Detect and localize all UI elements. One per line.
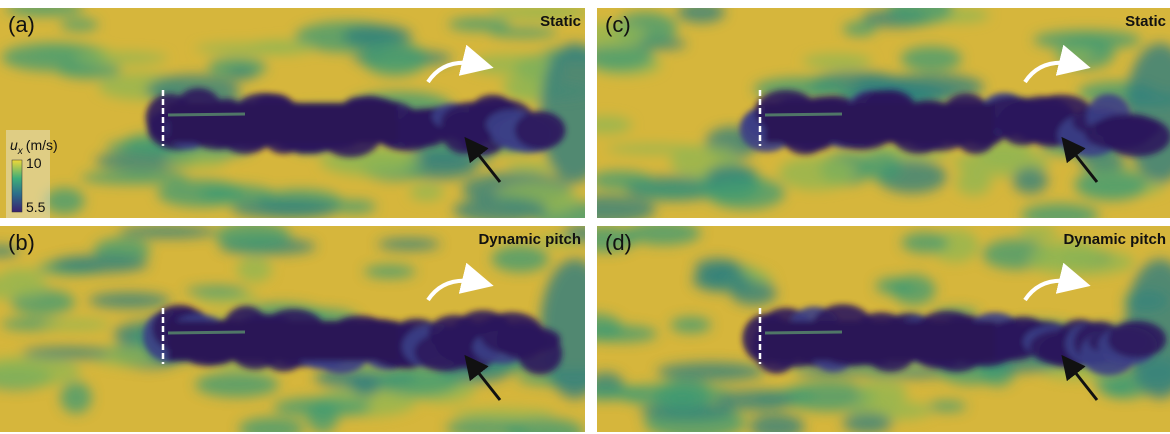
flow-patch <box>677 2 725 23</box>
flow-patch <box>364 265 416 278</box>
flow-patch <box>803 54 873 69</box>
panel-title: Dynamic pitch <box>1063 231 1166 248</box>
wake-core <box>765 103 995 143</box>
flow-patch <box>44 188 84 215</box>
wake-streak <box>168 114 245 115</box>
wake-streak <box>765 114 842 115</box>
colorbar-subscript: x <box>17 146 24 157</box>
flow-patch <box>657 362 765 381</box>
panel-label: (d) <box>605 230 632 255</box>
wake-patch <box>1108 321 1166 358</box>
colorbar-scale <box>12 160 22 212</box>
flow-patch <box>231 200 339 219</box>
flow-patch <box>377 238 440 250</box>
flow-patch <box>362 42 429 76</box>
flow-patch <box>60 19 99 31</box>
wake-core <box>765 321 995 361</box>
flow-patch <box>1021 203 1100 227</box>
flow-patch <box>716 390 793 411</box>
wake-streak <box>765 332 842 333</box>
flow-patch <box>227 69 257 79</box>
colorbar: ux(m/s) 10 5.5 <box>6 130 58 218</box>
flow-patch <box>164 153 228 168</box>
flow-patch <box>778 157 854 191</box>
colorbar-symbol: u <box>10 137 18 153</box>
flow-patch <box>81 171 189 185</box>
flow-panel: (a) Static <box>0 1 623 233</box>
flow-patch <box>1013 167 1049 194</box>
flow-patch <box>1033 30 1141 50</box>
flow-patch <box>453 197 547 223</box>
wake-core <box>168 103 398 143</box>
flow-patch <box>491 246 549 273</box>
wake-patch <box>518 332 562 374</box>
flow-patch <box>249 40 315 54</box>
flow-patch <box>60 382 92 414</box>
colorbar-tick: 5.5 <box>26 199 46 215</box>
flow-patch <box>52 255 149 273</box>
flow-patch <box>654 379 714 410</box>
flow-patch <box>626 221 701 245</box>
flow-patch <box>928 401 967 412</box>
flow-patch <box>195 372 279 397</box>
flow-patch <box>706 177 785 209</box>
flow-panel: (c) Static <box>554 0 1170 228</box>
flow-patch <box>74 52 168 64</box>
flow-patch <box>586 325 657 342</box>
figure: (a) Static (b) Dynamic pitch (c) Static (d) Dyn… <box>0 0 1170 434</box>
flow-patch <box>843 413 893 434</box>
panel-title: Dynamic pitch <box>478 231 581 248</box>
flow-patch <box>186 286 247 296</box>
panel-label: (c) <box>605 12 631 37</box>
panel-label: (b) <box>8 230 35 255</box>
colorbar-unit: (m/s) <box>26 137 58 153</box>
panel-title: Static <box>1125 13 1166 30</box>
panel-label: (a) <box>8 12 35 37</box>
panel-title: Static <box>540 13 581 30</box>
flow-patch <box>638 183 710 197</box>
flow-patch <box>1018 226 1057 240</box>
wake <box>146 88 566 157</box>
flow-patch <box>692 269 750 292</box>
flow-patch <box>409 184 444 201</box>
flow-patch <box>843 22 877 36</box>
flow-panel: (b) Dynamic pitch <box>0 221 622 434</box>
flow-patch <box>892 275 936 305</box>
flow-patch <box>583 43 653 71</box>
flow-panel: (d) Dynamic pitch <box>560 221 1170 434</box>
colorbar-tick: 10 <box>26 155 42 171</box>
wake-streak <box>168 332 245 333</box>
flow-patch <box>22 347 112 359</box>
flow-patch <box>901 232 948 253</box>
flow-patch <box>237 257 272 282</box>
flow-patch <box>331 200 376 213</box>
wake-patch <box>1103 116 1170 156</box>
page: (a) Static (b) Dynamic pitch (c) Static (d) Dyn… <box>0 0 1170 434</box>
wake-core <box>168 321 398 361</box>
flow-patch <box>40 319 111 329</box>
flow-patch <box>670 317 711 333</box>
flow-patch <box>88 292 170 308</box>
flow-patch <box>581 116 632 134</box>
flow-patch <box>505 163 557 173</box>
flow-patch <box>307 401 338 434</box>
flow-patch <box>900 46 962 71</box>
flow-patch <box>119 225 216 238</box>
flow-patch <box>1074 168 1148 201</box>
wake-patch <box>515 111 566 149</box>
flow-patch <box>157 179 244 207</box>
flow-patch <box>215 221 290 250</box>
flow-patch <box>452 409 555 420</box>
wake <box>740 90 1170 157</box>
